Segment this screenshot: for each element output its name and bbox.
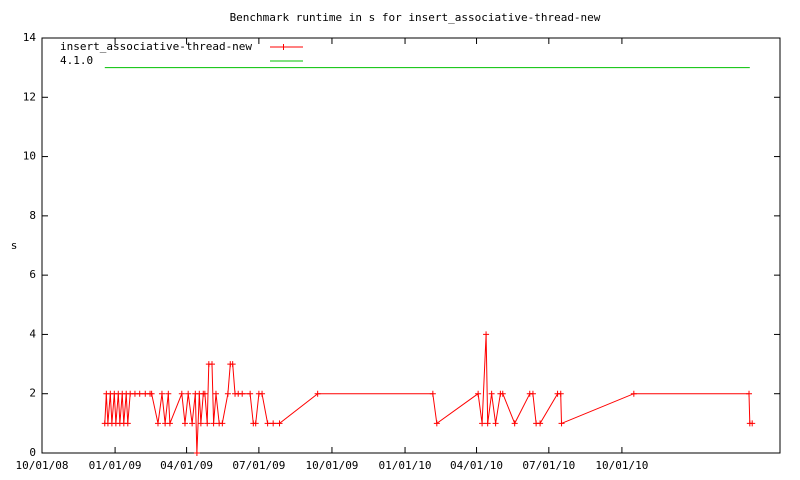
point-marker — [479, 420, 486, 427]
point-marker — [148, 390, 155, 397]
point-marker — [252, 420, 259, 427]
y-tick-label: 8 — [29, 209, 36, 222]
point-marker — [314, 390, 321, 397]
point-marker — [210, 420, 217, 427]
y-axis-label: s — [11, 239, 18, 252]
x-tick-label: 04/01/10 — [450, 459, 503, 472]
point-marker — [557, 390, 564, 397]
chart-title: Benchmark runtime in s for insert_associ… — [230, 11, 601, 24]
x-tick-label: 04/01/09 — [160, 459, 213, 472]
point-marker — [166, 420, 173, 427]
point-marker — [189, 420, 196, 427]
point-marker — [558, 420, 565, 427]
y-tick-label: 2 — [29, 387, 36, 400]
point-marker — [181, 420, 188, 427]
point-marker — [511, 420, 518, 427]
x-tick-label: 07/01/09 — [232, 459, 285, 472]
legend-label: insert_associative-thread-new — [60, 40, 252, 53]
y-tick-label: 12 — [23, 90, 36, 103]
point-marker — [201, 390, 208, 397]
point-marker — [630, 390, 637, 397]
point-marker — [488, 390, 495, 397]
point-marker — [749, 420, 756, 427]
point-marker — [499, 390, 506, 397]
point-marker — [124, 420, 131, 427]
y-tick-label: 0 — [29, 446, 36, 459]
point-marker — [185, 390, 192, 397]
y-tick-label: 10 — [23, 150, 36, 163]
point-marker — [224, 390, 231, 397]
x-tick-label: 10/01/09 — [305, 459, 358, 472]
point-marker — [276, 420, 283, 427]
point-marker — [239, 390, 246, 397]
point-marker — [197, 420, 204, 427]
plot-border — [41, 37, 781, 454]
point-marker — [209, 361, 216, 368]
point-marker — [247, 390, 254, 397]
point-marker — [229, 361, 236, 368]
x-tick-label: 10/01/08 — [16, 459, 69, 472]
point-marker — [158, 390, 165, 397]
point-marker — [165, 390, 172, 397]
point-marker — [212, 390, 219, 397]
legend-label: 4.1.0 — [60, 54, 93, 67]
point-marker — [529, 390, 536, 397]
y-tick-label: 6 — [29, 268, 36, 281]
y-tick-label: 14 — [23, 31, 37, 44]
point-marker — [433, 420, 440, 427]
x-tick-label: 10/01/10 — [595, 459, 648, 472]
x-tick-label: 01/01/09 — [89, 459, 142, 472]
point-marker — [483, 331, 490, 338]
point-marker — [537, 420, 544, 427]
x-tick-label: 07/01/10 — [522, 459, 575, 472]
point-marker — [193, 450, 200, 456]
y-tick-label: 4 — [29, 327, 36, 340]
point-marker — [204, 420, 211, 427]
point-marker — [264, 420, 271, 427]
point-marker — [136, 390, 143, 397]
point-marker — [429, 390, 436, 397]
point-marker — [746, 390, 753, 397]
point-marker — [219, 420, 226, 427]
point-marker — [475, 390, 482, 397]
point-marker — [270, 420, 277, 427]
point-marker — [492, 420, 499, 427]
point-marker — [259, 390, 266, 397]
point-marker — [484, 420, 491, 427]
point-marker — [154, 420, 161, 427]
x-tick-label: 01/01/10 — [379, 459, 432, 472]
point-marker — [178, 390, 185, 397]
